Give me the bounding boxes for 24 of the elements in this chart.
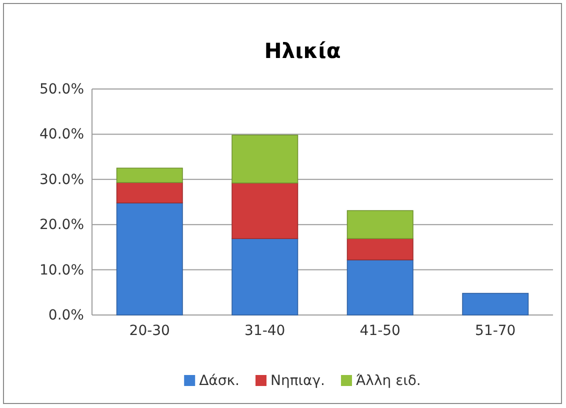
y-tick-label: 30.0% (40, 172, 84, 188)
bar (232, 134, 298, 184)
y-tick-label: 50.0% (40, 81, 84, 98)
bar (232, 238, 298, 316)
bar (232, 182, 298, 240)
x-tick-label: 31-40 (244, 322, 286, 339)
y-tick-label: 40.0% (40, 126, 84, 143)
x-tick-label: 41-50 (360, 322, 400, 339)
bar (346, 238, 414, 260)
bar (116, 202, 183, 316)
x-tick-label: 51-70 (475, 322, 516, 339)
bar (346, 210, 414, 240)
y-tick-label: 20.0% (40, 217, 84, 234)
legend-label: Νηπιαγ. (270, 373, 325, 389)
legend-label: Δάσκ. (199, 373, 240, 389)
y-tick-label: 0.0% (48, 307, 84, 324)
bar (462, 292, 529, 316)
y-tick-label: 10.0% (40, 262, 84, 278)
chart-title: Ηλικία (264, 39, 341, 63)
bar (116, 182, 183, 204)
bar (116, 168, 183, 183)
legend-label: Άλλη ειδ. (356, 373, 421, 389)
bar (346, 259, 414, 316)
x-tick-label: 20-30 (129, 322, 170, 339)
